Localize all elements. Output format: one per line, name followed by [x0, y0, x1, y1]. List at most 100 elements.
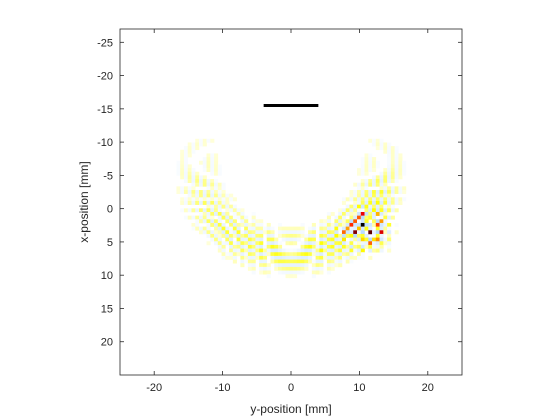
heatmap-cell	[390, 146, 395, 151]
heatmap-cell	[338, 226, 343, 231]
heatmap-cell	[372, 233, 377, 238]
heatmap-cell	[330, 266, 335, 271]
heatmap-cell	[262, 226, 268, 231]
heatmap-cell	[387, 197, 392, 202]
heatmap-cell	[202, 142, 207, 147]
x-tick-label: 10	[353, 382, 365, 394]
heatmap-cell	[199, 230, 204, 235]
heatmap-cell	[199, 193, 204, 198]
heatmap-cell	[390, 208, 395, 213]
heatmap-cell	[195, 226, 200, 231]
heatmap-cell	[180, 201, 185, 205]
heatmap-cell	[289, 252, 294, 257]
heatmap-cell	[281, 230, 286, 235]
heatmap-cell	[206, 219, 211, 224]
heatmap-cell	[229, 208, 234, 213]
heatmap-cell	[308, 252, 313, 257]
heatmap-cell	[244, 248, 249, 253]
heatmap-cell	[379, 219, 384, 224]
heatmap-cell	[300, 255, 305, 260]
heatmap-cell	[345, 255, 350, 260]
heatmap-cell	[214, 204, 219, 209]
heatmap-cell	[232, 233, 237, 238]
heatmap-cell	[206, 230, 211, 235]
heatmap-cell	[217, 197, 222, 202]
heatmap-cell	[300, 222, 305, 227]
heatmap-cell	[349, 190, 354, 194]
heatmap-cell	[372, 244, 377, 249]
heatmap-cell	[255, 255, 260, 260]
heatmap-cell	[326, 248, 331, 253]
heatmap-cell	[379, 190, 384, 194]
heatmap-cell	[364, 244, 369, 249]
heatmap-cell	[281, 248, 286, 253]
heatmap-cell	[330, 263, 335, 268]
heatmap-cell	[338, 211, 343, 216]
heatmap-cell	[304, 252, 309, 257]
heatmap-cell	[259, 233, 264, 238]
heatmap-cell	[266, 237, 271, 242]
heatmap-cell	[398, 153, 403, 158]
heatmap-cell	[278, 241, 283, 246]
heatmap-cell	[229, 252, 234, 257]
heatmap-cell	[232, 208, 237, 213]
heatmap-cell	[304, 233, 309, 238]
heatmap-cell	[341, 248, 347, 253]
heatmap-cell	[210, 230, 215, 235]
heatmap-cell	[394, 179, 399, 183]
heatmap-cell	[278, 252, 283, 257]
heatmap-cell	[229, 255, 234, 260]
heatmap-cell	[308, 255, 313, 260]
heatmap-cell	[202, 168, 207, 173]
heatmap-cell	[296, 263, 301, 268]
heatmap-cell	[372, 175, 377, 180]
heatmap-cell	[285, 248, 290, 253]
heatmap-cell	[353, 219, 358, 224]
heatmap-cell	[210, 222, 215, 227]
heatmap-cell	[383, 201, 388, 205]
heatmap-cell	[326, 259, 331, 264]
heatmap-cell	[232, 259, 237, 264]
heatmap-cell	[278, 266, 283, 271]
heatmap-cell	[206, 186, 211, 191]
heatmap-cell	[375, 179, 380, 183]
heatmap-cell	[236, 208, 241, 213]
heatmap-cell	[206, 193, 211, 198]
heatmap-cell	[180, 171, 185, 176]
heatmap-cell	[210, 186, 215, 191]
heatmap-cell	[349, 252, 354, 257]
heatmap-cell	[214, 222, 219, 227]
heatmap-cell	[244, 244, 249, 249]
heatmap-cell	[247, 252, 252, 257]
heatmap-cell	[390, 171, 395, 176]
heatmap-cell	[379, 237, 384, 242]
heatmap-cell	[357, 226, 362, 231]
heatmap-cell	[236, 248, 241, 253]
heatmap-cell	[251, 244, 256, 249]
heatmap-cell	[183, 149, 189, 154]
heatmap-cell	[330, 241, 335, 246]
heatmap-cell	[357, 186, 362, 191]
heatmap-cell	[210, 237, 215, 242]
heatmap-cell	[375, 182, 380, 187]
heatmap-cell	[375, 226, 380, 231]
heatmap-cell	[229, 204, 234, 209]
heatmap-cell	[334, 255, 339, 260]
heatmap-cell	[360, 252, 365, 257]
heatmap-cell	[368, 237, 373, 242]
heatmap-cell	[240, 237, 245, 242]
heatmap-cell	[232, 252, 237, 257]
heatmap-cell	[221, 215, 226, 220]
heatmap-cell	[191, 182, 196, 187]
heatmap-cell	[225, 204, 230, 209]
heatmap-cell	[394, 164, 399, 169]
heatmap-cell	[251, 222, 256, 227]
heatmap-cell	[214, 157, 219, 162]
heatmap-cell	[390, 157, 395, 162]
heatmap-cell	[247, 244, 252, 249]
heatmap-cell	[210, 215, 215, 220]
heatmap-cell	[387, 222, 392, 227]
heatmap-cell	[345, 252, 350, 257]
heatmap-cell	[326, 230, 331, 235]
heatmap-cell	[293, 263, 298, 268]
